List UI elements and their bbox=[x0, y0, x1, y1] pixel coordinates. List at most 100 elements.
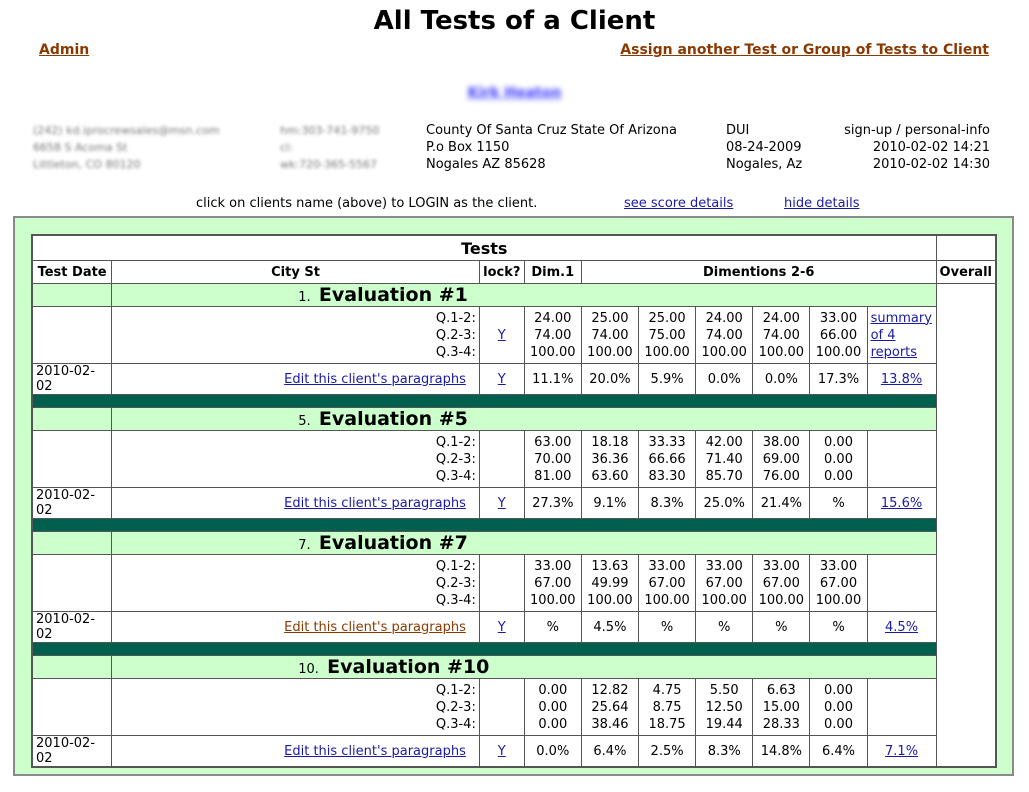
lock-link[interactable]: Y bbox=[497, 371, 506, 387]
score-value: 75.00 bbox=[648, 327, 686, 343]
question-label: Q.1-2: bbox=[435, 310, 476, 326]
test-date: 2010-02-02 bbox=[31, 611, 113, 643]
score-value: 100.00 bbox=[530, 592, 576, 608]
evaluation-name: Evaluation #1 bbox=[318, 284, 468, 306]
score-value: 66.66 bbox=[648, 451, 686, 467]
col-header-dim1: Dim.1 bbox=[523, 260, 582, 284]
edit-paragraphs-link[interactable]: Edit this client's paragraphs bbox=[284, 371, 466, 387]
edit-paragraphs-link[interactable]: Edit this client's paragraphs bbox=[284, 619, 466, 635]
dimension-scores: 33.00 67.00 100.00 bbox=[809, 554, 868, 612]
dimension-scores: 38.00 69.00 76.00 bbox=[752, 430, 811, 488]
dimension-scores: 33.00 67.00 100.00 bbox=[637, 554, 697, 612]
section-separator bbox=[31, 394, 996, 408]
dimension-scores: 18.18 36.36 63.60 bbox=[580, 430, 640, 488]
score-value: 33.00 bbox=[819, 310, 858, 326]
score-value: 12.50 bbox=[705, 699, 743, 715]
score-value: 100.00 bbox=[815, 344, 862, 360]
score-value: 100.00 bbox=[644, 592, 690, 608]
score-value: 18.18 bbox=[591, 434, 629, 450]
result-row: 2010-02-02 Edit this client's paragraphs Y… bbox=[31, 487, 996, 519]
dimension-percent: % bbox=[695, 611, 754, 643]
question-label: Q.3-4: bbox=[435, 344, 476, 360]
score-value: 24.00 bbox=[762, 310, 800, 326]
score-value: 24.00 bbox=[534, 310, 572, 326]
see-score-details-link[interactable]: see score details bbox=[624, 196, 734, 211]
dimension-percent: 25.0% bbox=[695, 487, 754, 519]
score-value: 25.00 bbox=[591, 310, 629, 326]
overall-score-link[interactable]: 4.5% bbox=[885, 619, 919, 635]
score-value: 67.00 bbox=[762, 575, 800, 591]
result-row: 2010-02-02 Edit this client's paragraphs Y… bbox=[31, 363, 996, 395]
login-note: click on clients name (above) to LOGIN a… bbox=[196, 196, 538, 211]
score-value: 4.75 bbox=[652, 682, 682, 698]
score-value: 74.00 bbox=[762, 327, 800, 343]
score-value: 0.00 bbox=[824, 468, 853, 484]
assign-test-link[interactable]: Assign another Test or Group of Tests to… bbox=[620, 42, 989, 58]
dimension-scores: 0.00 0.00 0.00 bbox=[523, 678, 582, 736]
client-cell-phone: cl: bbox=[280, 141, 293, 154]
edit-paragraphs-link[interactable]: Edit this client's paragraphs bbox=[284, 743, 466, 759]
dimension-percent: 14.8% bbox=[752, 735, 811, 768]
lock-link[interactable]: Y bbox=[497, 743, 506, 759]
score-value: 66.00 bbox=[819, 327, 858, 343]
signup-label: sign-up / personal-info bbox=[844, 123, 990, 138]
overall-score-link[interactable]: 7.1% bbox=[885, 743, 919, 759]
evaluation-title-row: 10. Evaluation #10 bbox=[31, 655, 996, 679]
score-value: 0.00 bbox=[538, 716, 568, 732]
score-value: 36.36 bbox=[591, 451, 629, 467]
tests-panel: Tests Test Date City St lock? Dim.1 Dime… bbox=[13, 216, 1014, 776]
hide-details-link[interactable]: hide details bbox=[784, 196, 860, 211]
dimension-percent: 0.0% bbox=[523, 735, 582, 768]
client-name-login-link[interactable]: Kirk Heaton bbox=[467, 85, 562, 101]
col-header-test-date: Test Date bbox=[31, 260, 113, 284]
lock-link[interactable]: Y bbox=[497, 619, 506, 635]
result-row: 2010-02-02 Edit this client's paragraphs Y… bbox=[31, 611, 996, 643]
score-value: 74.00 bbox=[534, 327, 572, 343]
dimension-percent: 9.1% bbox=[580, 487, 640, 519]
score-value: 25.64 bbox=[591, 699, 629, 715]
overall-score-link[interactable]: 13.8% bbox=[880, 371, 923, 387]
score-value: 100.00 bbox=[758, 592, 805, 608]
evaluation-title-row: 7. Evaluation #7 bbox=[31, 531, 996, 555]
section-separator bbox=[31, 518, 996, 532]
dimension-scores: 33.33 66.66 83.30 bbox=[637, 430, 697, 488]
dimension-scores: 6.63 15.00 28.33 bbox=[752, 678, 811, 736]
dimension-percent: % bbox=[637, 611, 697, 643]
evaluation-title-row: 5. Evaluation #5 bbox=[31, 407, 996, 431]
dimension-percent: 0.0% bbox=[752, 363, 811, 395]
dimension-scores: 5.50 12.50 19.44 bbox=[695, 678, 754, 736]
question-labels: Q.1-2: Q.2-3: Q.3-4: bbox=[111, 306, 480, 364]
score-value: 0.00 bbox=[824, 682, 853, 698]
score-value: 15.00 bbox=[762, 699, 800, 715]
col-header-lock: lock? bbox=[478, 260, 525, 284]
score-value: 33.00 bbox=[762, 558, 800, 574]
dimension-percent: 8.3% bbox=[637, 487, 697, 519]
question-label: Q.2-3: bbox=[435, 699, 476, 715]
dimension-scores: 42.00 71.40 85.70 bbox=[695, 430, 754, 488]
admin-link[interactable]: Admin bbox=[39, 42, 90, 58]
lock-link[interactable]: Y bbox=[497, 495, 506, 511]
agency-pobox: P.o Box 1150 bbox=[426, 140, 510, 155]
score-value: 67.00 bbox=[648, 575, 686, 591]
dimension-scores: 4.75 8.75 18.75 bbox=[637, 678, 697, 736]
edit-paragraphs-link[interactable]: Edit this client's paragraphs bbox=[284, 495, 466, 511]
overall-score-link[interactable]: 15.6% bbox=[880, 495, 923, 511]
dimension-percent: % bbox=[809, 611, 868, 643]
lock-link[interactable]: Y bbox=[497, 327, 506, 343]
case-date: 08-24-2009 bbox=[726, 140, 802, 155]
score-value: 100.00 bbox=[644, 344, 690, 360]
test-date: 2010-02-02 bbox=[31, 363, 113, 395]
question-labels: Q.1-2: Q.2-3: Q.3-4: bbox=[111, 430, 480, 488]
dimension-scores: 25.00 74.00 100.00 bbox=[580, 306, 640, 364]
score-value: 76.00 bbox=[762, 468, 800, 484]
question-labels: Q.1-2: Q.2-3: Q.3-4: bbox=[111, 678, 480, 736]
table-caption: Tests bbox=[31, 234, 937, 261]
summary-reports-link[interactable]: summary of 4 reports bbox=[870, 310, 932, 360]
case-location: Nogales, Az bbox=[726, 157, 803, 172]
score-value: 100.00 bbox=[530, 344, 576, 360]
dimension-percent: % bbox=[752, 611, 811, 643]
question-label: Q.1-2: bbox=[435, 558, 476, 574]
score-value: 49.99 bbox=[591, 575, 629, 591]
score-value: 71.40 bbox=[705, 451, 743, 467]
score-value: 0.00 bbox=[538, 682, 568, 698]
